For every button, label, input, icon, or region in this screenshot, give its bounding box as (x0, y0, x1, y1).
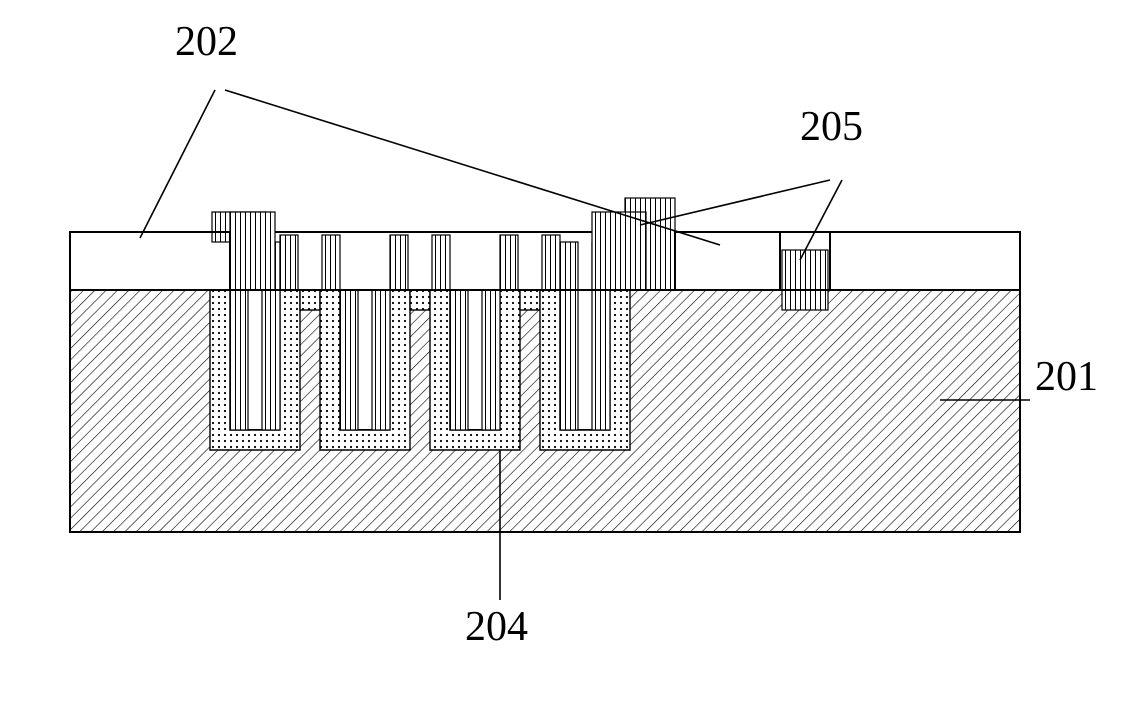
label-205: 205 (800, 104, 863, 150)
layer-205 (340, 290, 358, 430)
diagram-svg: 202 205 201 204 (0, 0, 1129, 701)
leader-line (140, 90, 215, 238)
layer-205 (322, 235, 340, 290)
layer-205 (280, 235, 298, 290)
liner-204 (210, 290, 300, 450)
layer-205 (432, 235, 450, 290)
layer-205 (372, 290, 390, 430)
label-204: 204 (465, 604, 528, 650)
liner-204-cap (300, 290, 320, 310)
liner-204 (540, 290, 630, 450)
leader-line (225, 90, 720, 245)
layer-205 (560, 242, 578, 430)
mask-block-202 (830, 232, 1020, 290)
liner-204 (430, 290, 520, 450)
mask-block-202 (675, 232, 780, 290)
liner-204-cap (410, 290, 430, 310)
layer-205 (500, 235, 518, 290)
layer-205 (542, 235, 560, 290)
layer-205 (450, 290, 468, 430)
layer-205 (390, 235, 408, 290)
label-202: 202 (175, 19, 238, 65)
liner-204 (320, 290, 410, 450)
liner-204-cap (520, 290, 540, 310)
layer-205-narrow (782, 250, 828, 310)
layer-205-cap (592, 212, 646, 290)
mask-block-202 (70, 232, 230, 290)
layer-205 (482, 290, 500, 430)
label-201: 201 (1035, 354, 1098, 400)
layer-205-cap (230, 212, 275, 290)
